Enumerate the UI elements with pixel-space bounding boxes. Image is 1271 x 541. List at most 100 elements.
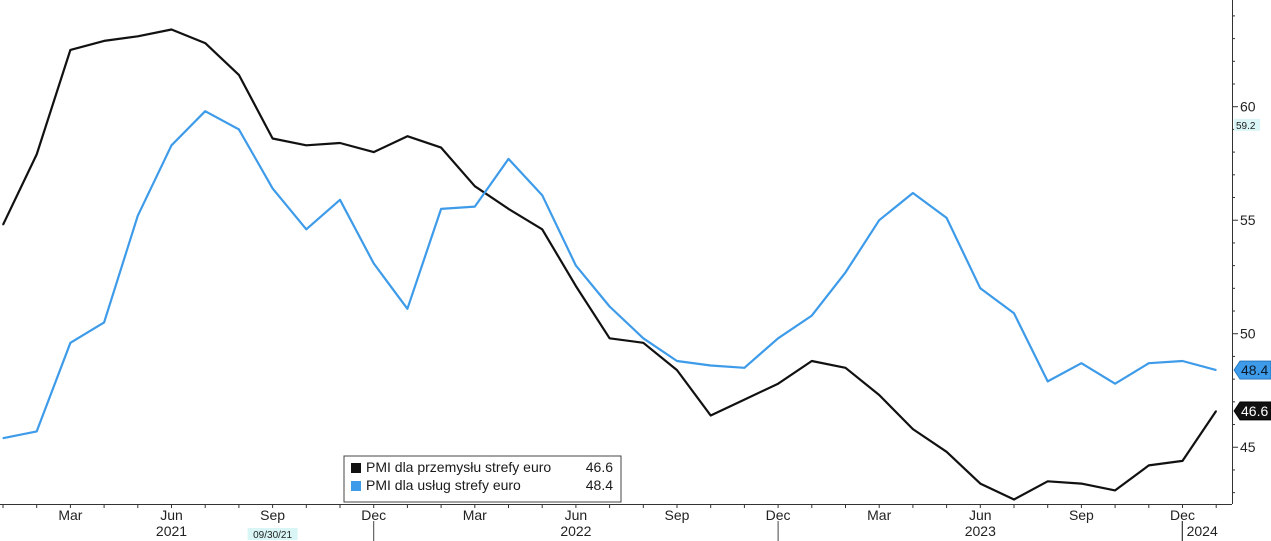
data-point — [946, 217, 948, 219]
x-year-label: 2024 — [1187, 523, 1218, 539]
data-point — [373, 151, 375, 153]
x-month-label: Jun — [969, 507, 992, 523]
data-point — [1080, 482, 1082, 485]
data-point — [170, 28, 173, 31]
y-tick-label: 55 — [1240, 212, 1256, 228]
data-point — [1114, 383, 1116, 385]
legend-entry-text: PMI dla przemysłu strefy euro — [366, 459, 551, 475]
data-point — [609, 305, 611, 308]
last-value-tag — [1233, 401, 1271, 421]
data-point — [1013, 498, 1015, 501]
data-point — [1013, 312, 1015, 314]
data-point — [710, 414, 712, 417]
tick-labels: 45 50 55 60 Mar Jun Sep Dec Mar Jun Sep Dec Mar Jun Se… — [58, 99, 1255, 539]
data-point — [1148, 464, 1150, 467]
data-point — [710, 364, 712, 367]
data-point — [137, 215, 139, 217]
data-point — [609, 337, 611, 339]
data-point — [507, 208, 510, 210]
x-month-label: Dec — [766, 507, 791, 523]
data-point — [575, 265, 577, 267]
last-value-label: 46.6 — [1241, 403, 1268, 419]
data-point — [305, 228, 307, 230]
series-line-1 — [2, 110, 1217, 440]
x-year-label: 2021 — [156, 523, 187, 539]
data-point — [642, 342, 644, 344]
data-point — [878, 394, 880, 396]
data-point — [339, 199, 341, 201]
data-point — [811, 360, 813, 362]
data-point — [238, 74, 240, 76]
data-point — [777, 337, 779, 339]
x-month-label: Jun — [160, 507, 183, 523]
data-point — [440, 146, 442, 149]
legend-swatch — [351, 481, 361, 491]
data-point — [946, 451, 948, 453]
x-month-label: Dec — [361, 507, 386, 523]
series-lines — [2, 28, 1218, 501]
legend-entry-value: 46.6 — [586, 459, 613, 475]
axes — [0, 0, 1238, 541]
data-point — [1114, 489, 1116, 491]
data-point — [676, 369, 678, 371]
data-point — [642, 337, 644, 339]
x-month-label: Mar — [463, 507, 487, 523]
y-tick-label: 50 — [1240, 326, 1256, 342]
data-point — [272, 137, 274, 140]
data-point — [1215, 410, 1217, 412]
value-tags: 59.2 09/30/21 46.6 48.4 — [247, 118, 1271, 541]
data-point — [339, 142, 341, 144]
data-point — [204, 42, 206, 44]
data-point — [406, 308, 408, 310]
x-year-label: 2022 — [560, 523, 591, 539]
y-tick-label: 45 — [1240, 439, 1256, 455]
data-point — [170, 144, 173, 146]
x-month-label: Mar — [867, 507, 891, 523]
data-point — [844, 367, 847, 369]
data-point — [137, 35, 139, 37]
data-point — [36, 153, 38, 155]
y-marker-box — [1234, 118, 1260, 131]
data-point — [1215, 369, 1217, 371]
data-point — [2, 437, 4, 439]
data-point — [743, 367, 746, 369]
last-value-label: 48.4 — [1241, 362, 1268, 378]
data-point — [440, 208, 442, 210]
data-point — [912, 428, 914, 430]
data-point — [1181, 360, 1184, 362]
x-marker-label: 09/30/21 — [253, 530, 292, 541]
x-month-label: Sep — [665, 507, 690, 523]
x-marker-box — [247, 528, 298, 540]
data-point — [204, 110, 206, 112]
data-point — [575, 285, 577, 287]
legend-entry-text: PMI dla usług strefy euro — [366, 477, 521, 493]
legend-box — [343, 455, 622, 503]
data-point — [507, 158, 510, 160]
data-point — [238, 128, 240, 131]
y-tick-label: 60 — [1240, 99, 1256, 115]
data-point — [777, 383, 779, 385]
legend: PMI dla przemysłu strefy euro 46.6 PMI dla… — [343, 455, 622, 503]
data-point — [103, 40, 105, 42]
data-point — [878, 219, 880, 221]
legend-entry-value: 48.4 — [586, 477, 613, 493]
data-point — [305, 144, 307, 146]
data-point — [103, 321, 105, 323]
legend-swatch — [351, 463, 361, 473]
data-point — [272, 187, 274, 190]
data-point — [811, 314, 813, 317]
x-year-label: 2023 — [965, 523, 996, 539]
x-month-label: Mar — [58, 507, 82, 523]
data-point — [406, 135, 408, 137]
data-point — [373, 262, 375, 264]
data-point — [1080, 362, 1082, 364]
data-point — [912, 192, 914, 194]
data-point — [541, 194, 543, 196]
data-point — [541, 228, 543, 230]
data-point — [1181, 460, 1184, 462]
x-month-label: Dec — [1170, 507, 1195, 523]
data-point — [979, 287, 981, 289]
x-month-label: Sep — [1069, 507, 1094, 523]
x-month-label: Jun — [565, 507, 588, 523]
